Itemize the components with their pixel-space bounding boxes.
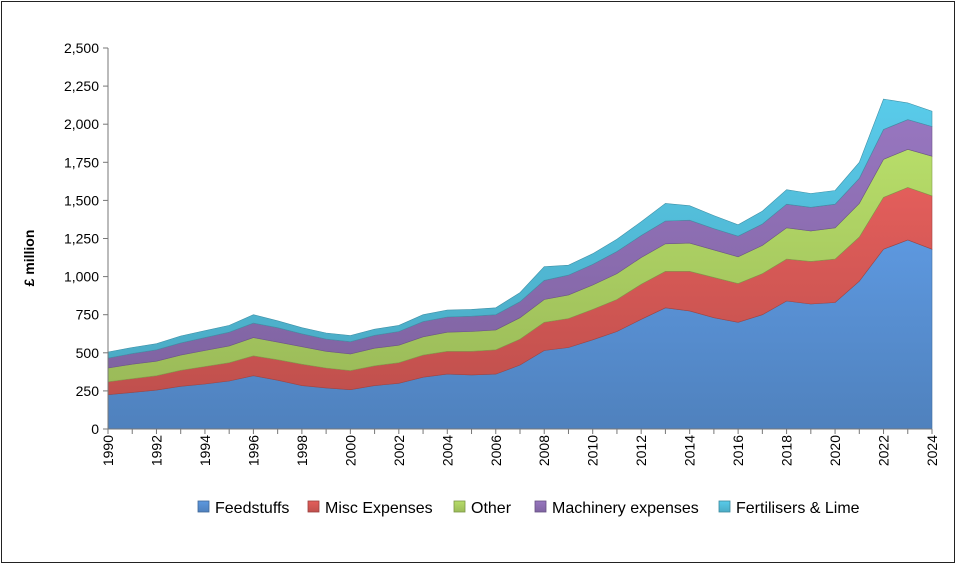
y-tick-label: 2,250 <box>64 78 99 94</box>
y-tick-label: 750 <box>76 307 100 323</box>
legend-label: Other <box>471 500 512 517</box>
legend-label: Misc Expenses <box>325 500 433 517</box>
legend-label: Feedstuffs <box>215 500 289 517</box>
y-tick-label: 2,000 <box>64 116 99 132</box>
legend-swatch <box>718 500 731 513</box>
legend-swatch <box>197 500 210 513</box>
x-tick-label: 1992 <box>149 435 165 466</box>
y-tick-label: 1,000 <box>64 269 99 285</box>
y-tick-label: 0 <box>91 421 99 437</box>
x-tick-label: 1998 <box>294 435 310 466</box>
x-tick-label: 2018 <box>779 435 795 466</box>
x-tick-label: 2022 <box>876 435 892 466</box>
x-tick-label: 2008 <box>536 435 552 466</box>
y-tick-label: 1,500 <box>64 192 99 208</box>
legend-swatch <box>307 500 320 513</box>
x-tick-label: 2002 <box>391 435 407 466</box>
x-tick-label: 2014 <box>682 435 698 466</box>
x-tick-label: 1994 <box>197 435 213 466</box>
x-tick-label: 2024 <box>924 435 940 466</box>
legend-swatch <box>453 500 466 513</box>
x-tick-label: 2004 <box>439 435 455 466</box>
y-tick-label: 500 <box>76 345 100 361</box>
legend-swatch <box>534 500 547 513</box>
x-tick-label: 2016 <box>730 435 746 466</box>
x-tick-label: 1990 <box>100 435 116 466</box>
x-tick-label: 2010 <box>585 435 601 466</box>
x-tick-label: 2006 <box>488 435 504 466</box>
y-axis-label: £ million <box>21 230 37 287</box>
legend-label: Machinery expenses <box>552 500 699 517</box>
x-tick-label: 2020 <box>827 435 843 466</box>
y-tick-label: 1,250 <box>64 231 99 247</box>
area-fertilisers-lime <box>107 98 933 359</box>
x-tick-label: 2012 <box>633 435 649 466</box>
legend-label: Fertilisers & Lime <box>736 500 860 517</box>
y-tick-label: 1,750 <box>64 154 99 170</box>
y-tick-label: 2,500 <box>64 40 99 56</box>
x-tick-label: 1996 <box>245 435 261 466</box>
y-tick-label: 250 <box>76 383 100 399</box>
x-tick-label: 2000 <box>342 435 358 466</box>
